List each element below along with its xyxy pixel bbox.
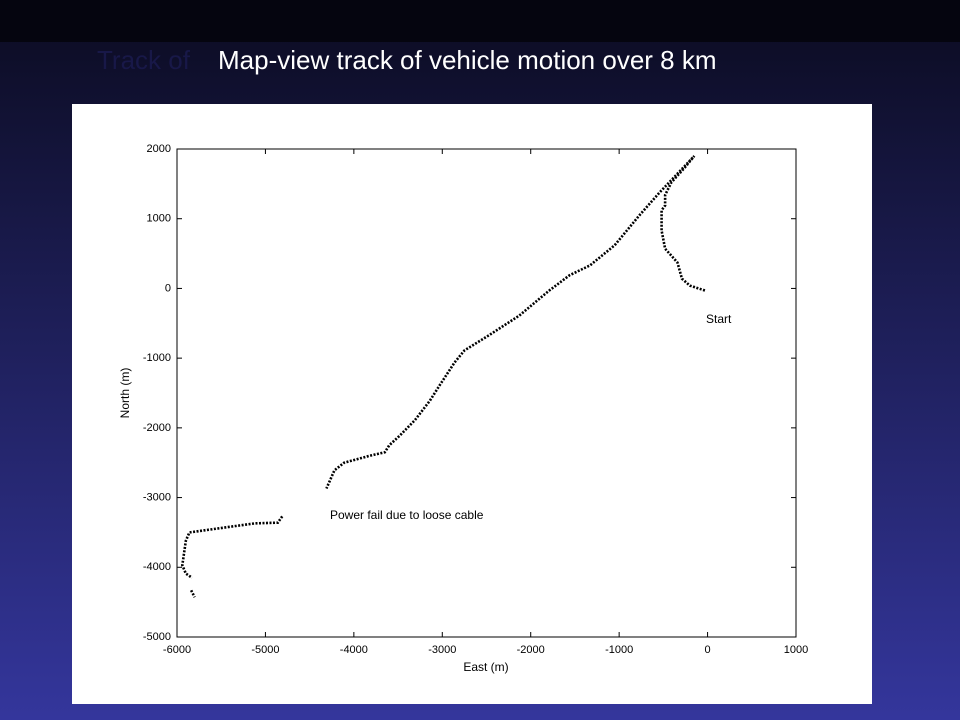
x-tick-label: -1000 bbox=[605, 644, 633, 656]
x-tick-label: -5000 bbox=[251, 644, 279, 656]
slide-title: Map-view track of vehicle motion over 8 … bbox=[218, 45, 717, 75]
annotation: Start bbox=[706, 312, 732, 326]
ghost-title: Track of bbox=[97, 45, 191, 75]
annotation: Power fail due to loose cable bbox=[330, 508, 484, 522]
y-tick-label: -1000 bbox=[143, 352, 171, 364]
y-tick-label: 2000 bbox=[147, 143, 171, 155]
y-tick-label: 0 bbox=[165, 282, 171, 294]
x-tick-label: -6000 bbox=[163, 644, 191, 656]
x-tick-label: -4000 bbox=[340, 644, 368, 656]
y-tick-label: -3000 bbox=[143, 491, 171, 503]
track-line bbox=[180, 155, 706, 598]
y-tick-label: -4000 bbox=[143, 561, 171, 573]
top-bar bbox=[0, 0, 960, 42]
x-tick-label: 1000 bbox=[784, 644, 808, 656]
x-tick-label: 0 bbox=[705, 644, 711, 656]
y-axis-label: North (m) bbox=[118, 368, 132, 419]
x-axis-label: East (m) bbox=[463, 660, 508, 674]
x-tick-label: -2000 bbox=[517, 644, 545, 656]
x-tick-label: -3000 bbox=[428, 644, 456, 656]
plot-frame bbox=[176, 148, 797, 638]
y-tick-label: -5000 bbox=[143, 631, 171, 643]
y-tick-label: 1000 bbox=[147, 213, 171, 225]
y-tick-label: -2000 bbox=[143, 422, 171, 434]
chart-panel bbox=[72, 104, 872, 704]
